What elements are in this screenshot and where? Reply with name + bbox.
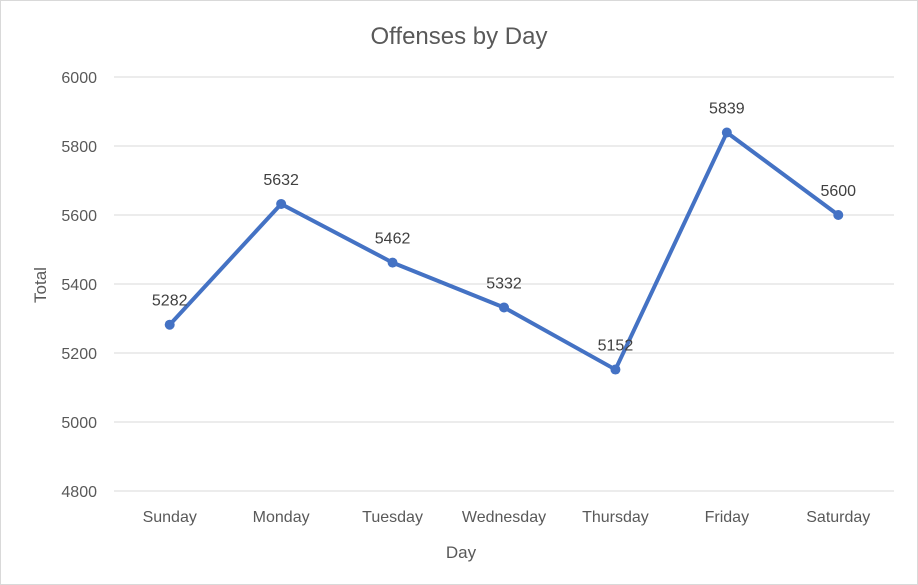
data-point <box>499 302 509 313</box>
data-label: 5152 <box>598 338 634 355</box>
y-tick-label: 5600 <box>61 208 97 225</box>
data-point <box>276 198 287 209</box>
x-tick-label: Monday <box>253 509 310 526</box>
data-point <box>610 364 621 375</box>
x-tick-label: Wednesday <box>462 509 546 526</box>
data-points <box>164 127 844 375</box>
x-tick-label: Sunday <box>143 509 197 526</box>
data-label: 5332 <box>486 275 522 292</box>
data-label: 5600 <box>820 183 856 200</box>
x-tick-label: Saturday <box>806 509 870 526</box>
data-point <box>164 319 175 330</box>
y-tick-label: 5400 <box>61 277 97 294</box>
data-point <box>833 210 844 220</box>
x-axis-label: Day <box>446 543 477 562</box>
series-line <box>167 130 841 372</box>
x-axis-ticks: Sunday Monday Tuesday Wednesday Thursday Frid… <box>143 509 871 526</box>
data-label: 5632 <box>263 172 299 189</box>
y-tick-label: 5000 <box>61 415 97 432</box>
y-tick-label: 4800 <box>61 484 97 501</box>
data-labels: 5282 5632 5462 5332 5152 5839 5600 <box>152 101 856 355</box>
y-axis-ticks: 4800 5000 5200 5400 5600 5800 6000 <box>61 70 97 501</box>
y-tick-label: 5200 <box>61 346 97 363</box>
data-point <box>387 257 398 268</box>
x-tick-label: Thursday <box>582 509 649 526</box>
y-axis-label: Total <box>31 267 50 303</box>
data-label: 5282 <box>152 293 188 310</box>
data-label: 5462 <box>375 231 411 248</box>
chart-title: Offenses by Day <box>371 23 548 50</box>
x-tick-label: Friday <box>705 509 749 526</box>
data-point <box>721 127 732 138</box>
y-tick-label: 5800 <box>61 139 97 156</box>
gridlines <box>114 76 894 492</box>
x-tick-label: Tuesday <box>362 509 423 526</box>
y-tick-label: 6000 <box>61 70 97 87</box>
data-label: 5839 <box>709 101 745 118</box>
